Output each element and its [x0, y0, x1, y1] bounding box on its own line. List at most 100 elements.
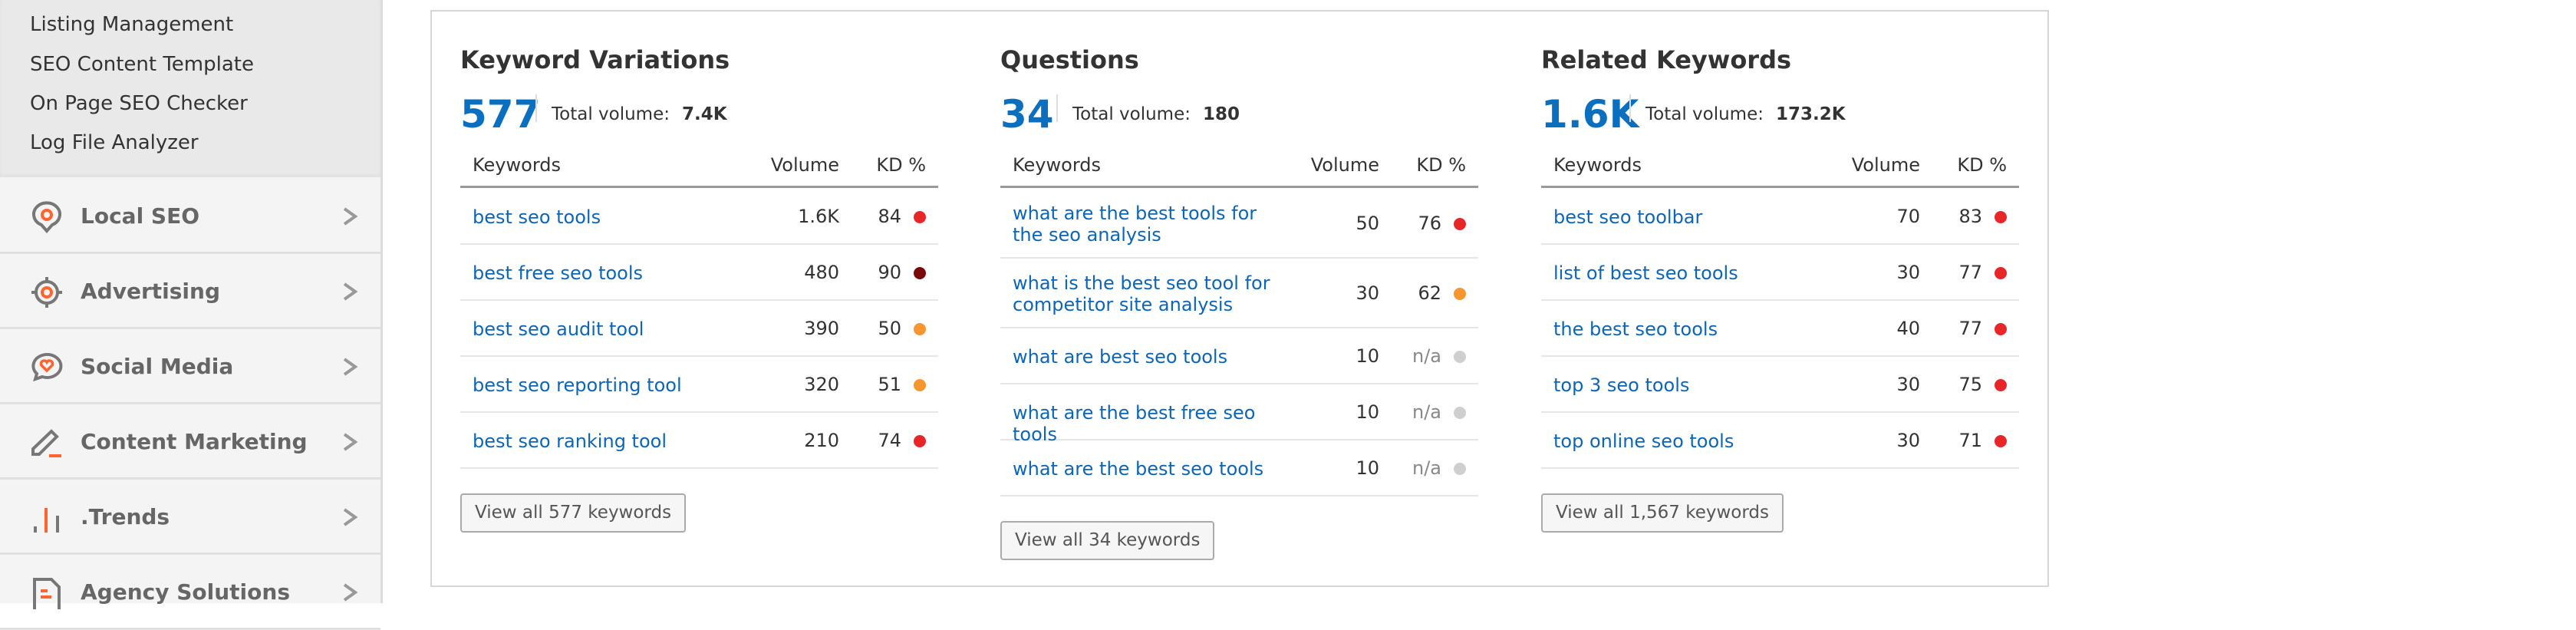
column-header-volume[interactable]: Volume: [1310, 154, 1379, 176]
sidebar-item-label: .Trends: [81, 504, 170, 529]
total-volume-label: Total volume:: [1072, 104, 1191, 124]
total-volume-label: Total volume:: [552, 104, 670, 124]
column-header-kd[interactable]: KD %: [876, 154, 926, 176]
chevron-right-icon: [343, 433, 358, 451]
table-header: Keywords Volume KD %: [1000, 147, 1478, 188]
table-row: what are the best tools for the seo anal…: [1000, 189, 1478, 259]
keyword-table: best seo tools 1.6K 84 best free seo too…: [460, 189, 938, 469]
sidebar-item-local-seo[interactable]: Local SEO: [0, 179, 380, 254]
kd-value: 83: [1958, 205, 1982, 227]
submenu-item-log-file-analyzer[interactable]: Log File Analyzer: [30, 131, 199, 154]
keyword-link[interactable]: best free seo tools: [473, 262, 644, 284]
keyword-count[interactable]: 577: [460, 92, 541, 137]
kd-indicator-dot: [914, 434, 926, 447]
kd-indicator-dot: [1995, 266, 2007, 279]
keyword-link[interactable]: what are best seo tools: [1013, 345, 1228, 368]
view-all-keywords-button[interactable]: View all 34 keywords: [1000, 521, 1215, 560]
keyword-link[interactable]: best seo audit tool: [473, 318, 644, 340]
column-header-kd[interactable]: KD %: [1957, 154, 2007, 176]
section-title: Questions: [1000, 45, 1139, 74]
kd-indicator-dot: [1995, 434, 2007, 447]
table-row: best seo toolbar 70 83: [1541, 189, 2019, 245]
column-header-volume[interactable]: Volume: [770, 154, 839, 176]
kd-value: 71: [1958, 429, 1982, 451]
kd-value: 77: [1958, 261, 1982, 283]
keyword-link[interactable]: best seo reporting tool: [473, 374, 682, 396]
total-volume-value: 173.2K: [1775, 104, 1846, 124]
view-all-keywords-button[interactable]: View all 1,567 keywords: [1541, 493, 1784, 533]
keyword-link[interactable]: the best seo tools: [1553, 318, 1718, 340]
sidebar-item-trends[interactable]: .Trends: [0, 480, 380, 555]
volume-value: 480: [804, 261, 839, 283]
keyword-link[interactable]: what are the best tools for the seo anal…: [1013, 202, 1257, 246]
volume-value: 10: [1356, 401, 1379, 423]
table-row: best seo tools 1.6K 84: [460, 189, 938, 245]
volume-value: 390: [804, 317, 839, 339]
sidebar-item-label: Social Media: [81, 354, 234, 379]
total-volume-value: 7.4K: [681, 104, 727, 124]
keyword-count[interactable]: 1.6K: [1541, 92, 1639, 137]
total-volume-label: Total volume:: [1645, 104, 1764, 124]
keyword-link[interactable]: what is the best seo tool for competitor…: [1013, 272, 1270, 315]
sidebar: Listing Management SEO Content Template …: [0, 0, 383, 630]
total-volume: Total volume: 173.2K: [1645, 101, 1846, 128]
kd-indicator-dot: [1454, 406, 1466, 419]
chat-heart-icon: [31, 352, 63, 382]
sidebar-item-content-marketing[interactable]: Content Marketing: [0, 404, 380, 480]
total-volume: Total volume: 180: [1072, 101, 1240, 128]
keyword-link[interactable]: list of best seo tools: [1553, 262, 1738, 284]
table-row: the best seo tools 40 77: [1541, 301, 2019, 357]
target-icon: [31, 277, 62, 308]
chevron-right-icon: [343, 207, 358, 226]
sidebar-item-label: Content Marketing: [81, 429, 308, 454]
divider: [535, 94, 537, 122]
submenu-item-on-page-seo-checker[interactable]: On Page SEO Checker: [30, 92, 248, 115]
keyword-link[interactable]: what are the best seo tools: [1013, 457, 1264, 480]
related-keywords-section: Related Keywords 1.6K Total volume: 173.2…: [1541, 12, 2019, 585]
sidebar-item-social-media[interactable]: Social Media: [0, 329, 380, 404]
kd-indicator-dot: [1454, 217, 1466, 230]
sidebar-item-label: Advertising: [81, 279, 220, 304]
kd-indicator-dot: [1454, 350, 1466, 363]
divider: [1056, 94, 1058, 122]
table-row: best seo audit tool 390 50: [460, 301, 938, 357]
kd-value: 50: [878, 317, 901, 339]
column-header-keywords: Keywords: [1553, 154, 1642, 176]
sidebar-item-agency-solutions[interactable]: Agency Solutions: [0, 555, 380, 630]
kd-indicator-dot: [914, 378, 926, 391]
kd-indicator-dot: [914, 322, 926, 335]
document-icon: [33, 578, 61, 609]
kd-value: 62: [1418, 282, 1441, 304]
sidebar-submenu: Listing Management SEO Content Template …: [0, 0, 380, 177]
kd-indicator-dot: [1995, 322, 2007, 335]
volume-value: 1.6K: [798, 205, 839, 227]
total-volume-value: 180: [1202, 104, 1240, 124]
sidebar-item-advertising[interactable]: Advertising: [0, 254, 380, 329]
column-header-keywords: Keywords: [1013, 154, 1102, 176]
kd-value: 90: [878, 261, 901, 283]
kd-value: n/a: [1412, 457, 1441, 479]
table-header: Keywords Volume KD %: [460, 147, 938, 188]
submenu-item-seo-content-template[interactable]: SEO Content Template: [30, 53, 254, 76]
keyword-link[interactable]: best seo ranking tool: [473, 430, 667, 452]
chevron-right-icon: [343, 583, 358, 602]
keyword-count[interactable]: 34: [1000, 92, 1054, 137]
column-header-kd[interactable]: KD %: [1416, 154, 1466, 176]
keyword-link[interactable]: top online seo tools: [1553, 430, 1734, 452]
column-header-volume[interactable]: Volume: [1851, 154, 1920, 176]
kd-indicator-dot: [1454, 462, 1466, 475]
submenu-item-listing-management[interactable]: Listing Management: [30, 13, 234, 36]
section-title: Keyword Variations: [460, 45, 730, 74]
keyword-table: best seo toolbar 70 83 list of best seo …: [1541, 189, 2019, 469]
volume-value: 30: [1896, 261, 1920, 283]
keyword-link[interactable]: best seo tools: [473, 206, 601, 228]
keyword-link[interactable]: best seo toolbar: [1553, 206, 1703, 228]
keyword-link[interactable]: what are the best free seo tools: [1013, 401, 1256, 445]
kd-value: 77: [1958, 317, 1982, 339]
kd-indicator-dot: [1454, 287, 1466, 300]
volume-value: 320: [804, 373, 839, 395]
volume-value: 30: [1896, 429, 1920, 451]
view-all-keywords-button[interactable]: View all 577 keywords: [460, 493, 687, 533]
keyword-table: what are the best tools for the seo anal…: [1000, 189, 1478, 496]
keyword-link[interactable]: top 3 seo tools: [1553, 374, 1690, 396]
